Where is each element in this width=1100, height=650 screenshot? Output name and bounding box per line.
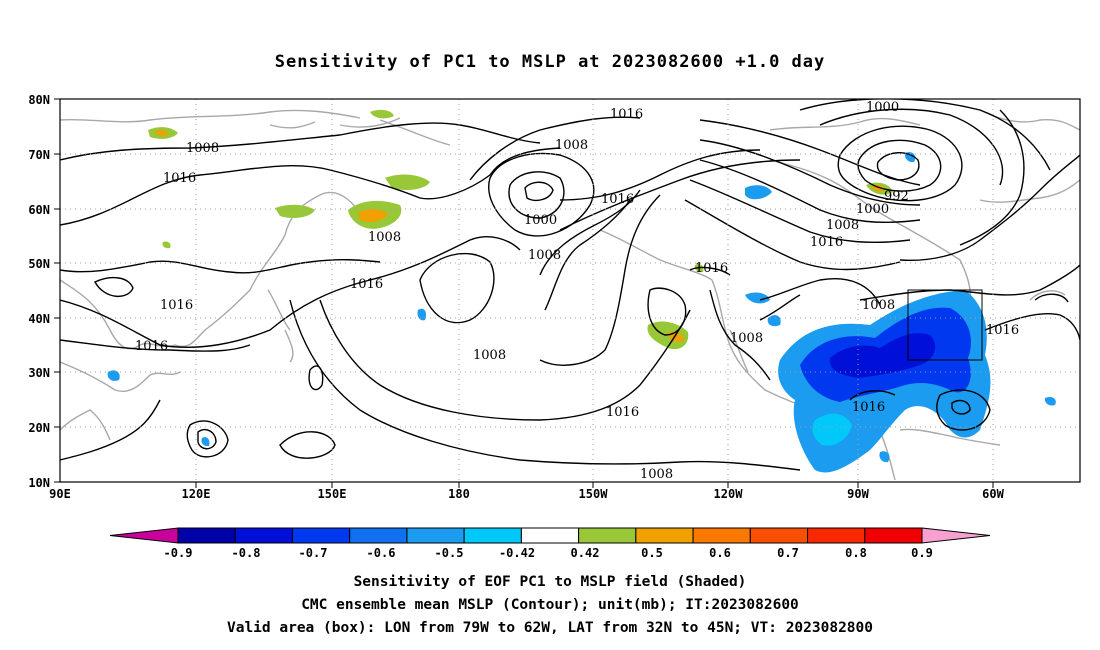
contour-label: 1016: [852, 400, 885, 415]
contour-label: 1000: [856, 202, 889, 217]
negative-shading-caribbean: [879, 451, 890, 463]
caption-line-2: CMC ensemble mean MSLP (Contour); unit(m…: [301, 597, 799, 613]
contour-label: 1008: [473, 348, 506, 363]
colorbar-label: -0.7: [299, 546, 328, 560]
contour-label: 1008: [862, 298, 895, 313]
contour-label: 1008: [528, 248, 561, 263]
positive-shading-arctic2: [370, 109, 394, 119]
colorbar-label: -0.42: [499, 546, 535, 560]
lat-label: 80N: [28, 93, 50, 107]
colorbar: [109, 527, 991, 544]
negative-shading-west: [745, 292, 770, 304]
sensitivity-shading: [107, 109, 1056, 473]
colorbar-labels: -0.9 -0.8 -0.7 -0.6 -0.5 -0.42 0.42 0.5 …: [164, 546, 933, 560]
lat-label: 20N: [28, 421, 50, 435]
contour-label: 1016: [695, 261, 728, 276]
lon-label: 150W: [579, 487, 609, 501]
colorbar-swatch: [749, 527, 809, 544]
colorbar-swatch: [349, 527, 408, 544]
negative-shading-north: [745, 185, 772, 200]
negative-shading-atlantic: [1044, 396, 1056, 406]
contour-label: 1016: [810, 235, 843, 250]
colorbar-swatch: [520, 527, 580, 544]
positive-shading-siberia2: [275, 204, 315, 218]
lon-label: 90E: [49, 487, 71, 501]
lat-label: 70N: [28, 148, 50, 162]
colorbar-swatch: [864, 527, 923, 544]
negative-shading-deep: [829, 333, 936, 378]
colorbar-swatch: [635, 527, 694, 544]
map-frame: [59, 98, 1081, 483]
contour-label: 1000: [866, 100, 899, 115]
colorbar-swatch: [807, 527, 866, 544]
lon-label: 90W: [847, 487, 869, 501]
contour-label: 1008: [640, 467, 673, 482]
contour-label: 1016: [986, 323, 1019, 338]
colorbar-label: 0.7: [777, 546, 799, 560]
lat-label: 50N: [28, 257, 50, 271]
graticule: [60, 99, 1080, 482]
contour-label: 1016: [610, 107, 643, 122]
colorbar-end-right: [921, 527, 991, 544]
positive-shading-asia: [162, 241, 171, 249]
axis-ticks: [54, 98, 994, 488]
contour-label: 1008: [368, 230, 401, 245]
negative-shading-hudson: [904, 152, 916, 163]
negative-shading-tc: [201, 437, 210, 447]
contour-label: 1016: [350, 277, 383, 292]
caption-line-3: Valid area (box): LON from 79W to 62W, L…: [226, 620, 873, 636]
colorbar-swatch: [578, 527, 637, 544]
valid-area-box: [907, 289, 983, 361]
colorbar-swatch: [463, 527, 522, 544]
colorbar-label: -0.6: [367, 546, 396, 560]
lon-labels: 90E 120E 150E 180 150W 120W 90W 60W: [49, 487, 1004, 501]
lat-label: 10N: [28, 476, 50, 490]
negative-shading-china: [107, 370, 120, 381]
contour-label: 1008: [826, 218, 859, 233]
colorbar-end-left: [109, 527, 179, 544]
colorbar-label: 0.42: [571, 546, 600, 560]
contour-label: 1016: [601, 192, 634, 207]
colorbar-swatch: [234, 527, 293, 544]
contour-label: 1000: [524, 213, 557, 228]
lat-labels: 80N 70N 60N 50N 40N 30N 20N 10N: [28, 93, 50, 490]
mslp-contours: [60, 99, 1080, 471]
positive-shading-siberia: [385, 174, 430, 190]
colorbar-label: -0.9: [164, 546, 193, 560]
contour-label: 992: [884, 189, 909, 204]
negative-shading-pacific-ne: [417, 308, 427, 321]
lon-label: 60W: [982, 487, 1004, 501]
contour-label: 1016: [163, 171, 196, 186]
lon-label: 120W: [714, 487, 744, 501]
contour-label: 1016: [160, 298, 193, 313]
caption-line-1: Sensitivity of EOF PC1 to MSLP field (Sh…: [353, 574, 747, 590]
colorbar-label: -0.5: [435, 546, 464, 560]
lat-label: 40N: [28, 312, 50, 326]
lon-label: 150E: [318, 487, 347, 501]
lon-label: 120E: [182, 487, 211, 501]
positive-shading-arctic-core: [155, 130, 168, 136]
contour-label: 1016: [135, 339, 168, 354]
contour-label: 1008: [730, 331, 763, 346]
contour-label: 1008: [186, 141, 219, 156]
positive-shading-kamchatka-core: [358, 208, 388, 222]
contour-label: 1008: [555, 138, 588, 153]
lat-label: 30N: [28, 366, 50, 380]
colorbar-swatch: [406, 527, 465, 544]
colorbar-label: 0.6: [709, 546, 731, 560]
contour-label: 1016: [606, 405, 639, 420]
lat-label: 60N: [28, 203, 50, 217]
colorbar-label: 0.8: [845, 546, 867, 560]
lon-label: 180: [448, 487, 470, 501]
colorbar-swatch: [692, 527, 751, 544]
negative-shading-gulf: [812, 413, 852, 446]
colorbar-swatch: [291, 527, 351, 544]
figure-title: Sensitivity of PC1 to MSLP at 2023082600…: [274, 52, 826, 72]
colorbar-swatch: [177, 527, 236, 544]
colorbar-label: 0.9: [911, 546, 933, 560]
contour-label-group: 1016 1008 1000 1008 1016 1008 1000 1008 …: [135, 100, 1019, 482]
colorbar-label: 0.5: [641, 546, 663, 560]
colorbar-label: -0.8: [232, 546, 261, 560]
